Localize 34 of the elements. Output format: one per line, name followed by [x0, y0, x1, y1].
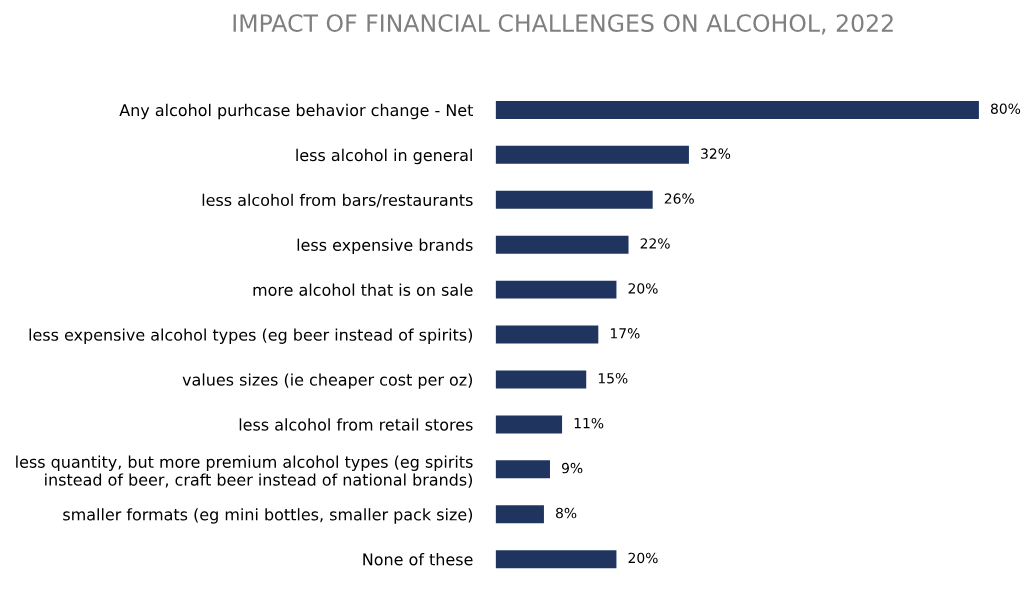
data-label: 22% [640, 238, 670, 249]
data-label: 26% [664, 193, 694, 204]
y-tick-label: less quantity, but more premium alcohol types (eg spirits instead of beer, craft beer instead of national brands) [16, 455, 473, 488]
bar [495, 100, 979, 119]
y-tick-label: more alcohol that is on sale [253, 283, 473, 296]
data-label: 20% [628, 283, 658, 294]
bar [495, 460, 550, 479]
data-label: 11% [574, 417, 604, 429]
data-label: 80% [990, 103, 1021, 114]
bar [495, 415, 563, 434]
data-label: 17% [610, 328, 640, 339]
data-label: 9% [561, 462, 583, 474]
y-tick-label: less alcohol in general [296, 148, 472, 165]
bar [495, 235, 629, 254]
y-tick-label: values sizes (ie cheaper cost per oz) [182, 373, 473, 389]
y-tick-label: less expensive brands [297, 238, 473, 255]
bar [495, 370, 587, 389]
y-tick-label: Any alcohol purhcase behavior change - Net [119, 103, 474, 120]
data-label: 32% [701, 148, 731, 159]
y-tick-label: less expensive alcohol types (eg beer instead of spirits) [29, 328, 473, 344]
data-label: 20% [628, 552, 658, 564]
y-tick-label: smaller formats (eg mini bottles, smaller pack size) [63, 508, 473, 524]
bar [495, 325, 599, 344]
data-label: 15% [598, 372, 628, 384]
bar [495, 190, 653, 209]
data-label: 8% [556, 507, 577, 519]
y-tick-label: None of these [363, 553, 473, 566]
bar [495, 505, 544, 524]
y-tick-label: less alcohol from bars/restaurants [202, 193, 473, 208]
bar [495, 550, 617, 569]
bar [495, 280, 617, 299]
bar [495, 145, 689, 164]
chart-title: IMPACT OF FINANCIAL CHALLENGES ON ALCOHOL, 2022 [233, 14, 893, 35]
y-tick-label: less alcohol from retail stores [239, 418, 473, 431]
